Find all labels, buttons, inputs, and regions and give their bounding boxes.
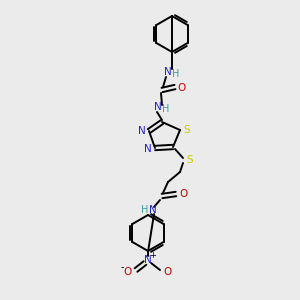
Text: N: N — [164, 67, 172, 77]
Text: N: N — [144, 255, 152, 265]
Text: S: S — [187, 155, 193, 165]
Text: N: N — [144, 144, 152, 154]
Text: H: H — [172, 69, 180, 79]
Text: +: + — [150, 251, 156, 260]
Text: N: N — [138, 126, 146, 136]
Text: S: S — [184, 125, 190, 135]
Text: O: O — [178, 83, 186, 93]
Text: O: O — [124, 267, 132, 277]
Text: O: O — [164, 267, 172, 277]
Text: N: N — [154, 102, 162, 112]
Text: O: O — [179, 189, 187, 199]
Text: H: H — [141, 205, 149, 215]
Text: -: - — [120, 262, 124, 272]
Text: H: H — [162, 104, 170, 114]
Text: N: N — [149, 205, 157, 215]
